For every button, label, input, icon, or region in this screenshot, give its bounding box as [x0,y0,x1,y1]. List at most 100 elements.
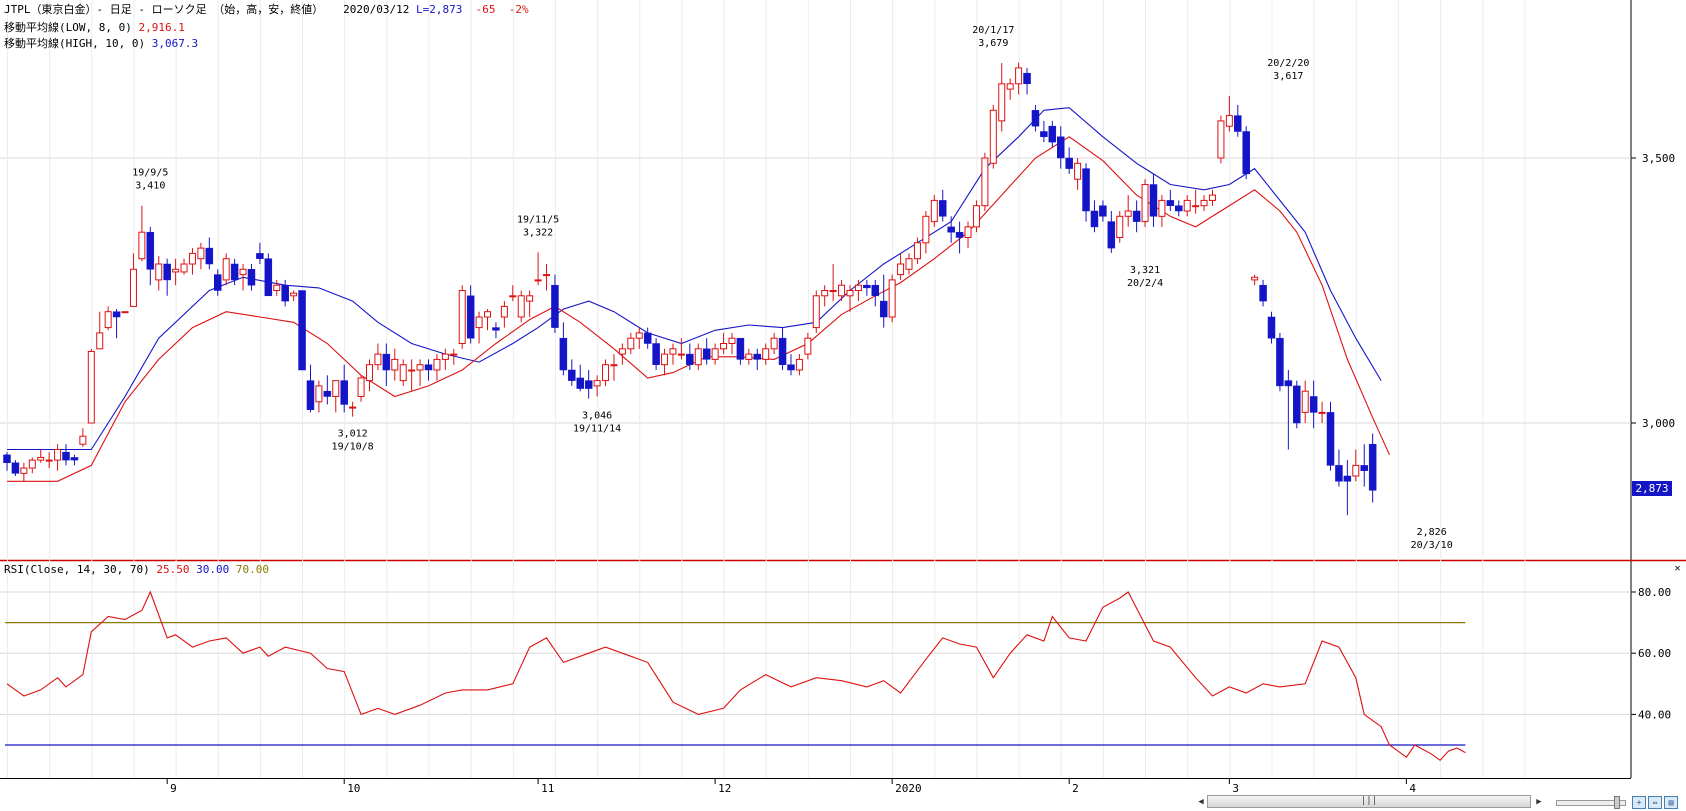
candle-body-up [669,348,677,355]
candle-body-up [728,337,736,345]
candle-body-up [1192,205,1200,208]
candle-body-up [458,290,466,344]
candle-body-up [593,380,601,387]
zoom-in-icon[interactable]: + [1632,796,1646,809]
candle-body-up [290,292,298,297]
candle-body-down [736,337,745,360]
candle-body-up [989,109,997,164]
candle-body-up [635,332,643,339]
x-tick-label: 4 [1409,782,1416,795]
candle-body-down [652,343,660,365]
candle-body-down [1309,396,1318,413]
candle-body-up [517,295,525,318]
candle-body-up [1301,390,1309,413]
instrument-title: JTPL（東京白金）- 日足 - ローソク足 （始，高，安，終値） [4,3,324,16]
candle-body-up [981,157,989,207]
scroll-left-icon[interactable]: ◀ [1198,797,1204,807]
candle-body-up [888,279,896,318]
price-tick-label: 3,500 [1642,152,1675,165]
scroll-right-icon[interactable]: ▶ [1536,797,1542,807]
candle-body-up [391,358,399,371]
candle-body-down [1293,385,1301,424]
candle-body-up [998,83,1006,122]
candle-body-up [155,263,163,281]
ma-low-legend: 移動平均線(LOW, 8, 0) 2,916.1 [4,21,185,35]
candle-body-down [281,284,289,302]
candle-body-down [955,231,964,238]
price-annotation: 3,679 [978,38,1008,49]
candle-body-up [188,252,196,265]
candle-body-up [972,205,980,228]
candle-body-down [1149,184,1158,217]
candle-body-up [543,274,551,277]
candle-body-up [627,337,635,350]
candle-body-up [87,350,95,424]
candle-body-up [661,353,669,366]
candle-body-up [20,467,28,474]
candle-body-up [484,311,492,318]
zoom-slider-track[interactable] [1556,800,1626,806]
candle-body-up [930,199,938,223]
x-tick-label: 2020 [895,782,922,795]
ma-low-value: 2,916.1 [138,21,185,34]
candle-body-down [264,258,273,297]
candle-body-up [416,364,424,371]
candle-body-up [838,284,846,297]
zoom-fit-icon[interactable]: ⇔ [1648,796,1662,809]
ma-high-line [7,107,1382,451]
candle-body-down [1082,168,1090,212]
candle-body-down [1259,284,1267,302]
candle-body-down [340,380,348,405]
candle-body-down [778,337,787,365]
close-pane-icon[interactable]: ✕ [1674,563,1681,574]
candle-body-up [846,290,854,297]
price-annotation: 19/10/8 [332,442,374,453]
candle-body-up [1200,199,1208,207]
candle-body-down [559,337,568,371]
candle-body-up [509,295,517,298]
candle-body-up [1183,199,1191,212]
candle-body-down [551,284,559,328]
candle-body-up [854,284,862,292]
candle-body-down [492,327,500,331]
candle-body-up [1141,184,1149,223]
candle-body-down [1166,200,1175,206]
candle-body-down [643,332,652,344]
candle-body-up [441,353,449,360]
rsi-label: RSI(Close, 14, 30, 70) [4,563,150,576]
candle-body-up [475,316,483,329]
candle-body-up [121,311,129,314]
candle-body-up [399,364,407,382]
candle-body-down [1099,205,1107,217]
price-annotation: 20/2/4 [1127,278,1163,289]
candle-body-down [256,253,264,259]
price-annotation: 3,046 [582,411,612,422]
candle-body-down [70,457,79,461]
candle-body-down [62,451,70,461]
chart-settings-icon[interactable]: ▤ [1664,796,1678,809]
zoom-slider-handle[interactable] [1614,796,1620,809]
x-tick-label: 11 [541,782,554,795]
rsi-legend: RSI(Close, 14, 30, 70) 25.50 30.00 70.00 [4,563,269,577]
candle-body-up [1124,210,1132,217]
candle-body-up [770,337,778,350]
candle-body-up [762,348,770,360]
candle-body-up [720,343,728,350]
horizontal-scrollbar[interactable]: ||| [1207,795,1531,808]
x-tick-label: 10 [347,782,360,795]
candle-body-down [306,380,315,411]
candle-body-down [753,353,762,360]
last-price-label: L=2,873 [415,3,463,16]
x-tick-label: 12 [718,782,731,795]
candle-body-down [214,274,222,291]
rsi-value: 25.50 [156,563,190,576]
candle-body-down [863,284,871,289]
candle-body-down [1368,443,1377,491]
candle-body-down [1132,210,1141,222]
candle-body-up [1217,120,1225,159]
candle-body-up [273,284,281,292]
candle-body-up [239,268,247,276]
price-annotation: 3,322 [523,227,553,238]
x-tick-label: 2 [1072,782,1079,795]
candle-body-up [450,353,458,356]
